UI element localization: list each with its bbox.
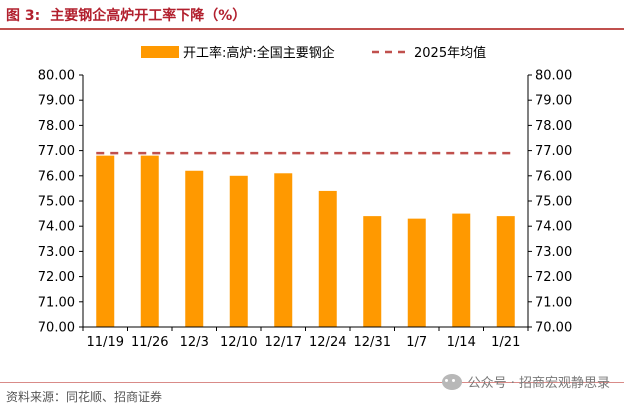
- x-tick-label: 12/10: [220, 335, 257, 350]
- figure-number: 图 3:: [6, 8, 41, 24]
- bar: [229, 175, 248, 327]
- right-tick-label: 76.00: [535, 169, 572, 184]
- right-tick-label: 72.00: [535, 270, 572, 285]
- figure-title: 图 3: 主要钢企高炉开工率下降（%）: [6, 5, 246, 25]
- left-tick-label: 73.00: [38, 245, 75, 260]
- right-tick-label: 77.00: [535, 144, 572, 159]
- x-tick-label: 11/26: [131, 335, 168, 350]
- source-note: 资料来源：同花顺、招商证券: [6, 390, 163, 404]
- bar: [140, 155, 159, 327]
- bar: [407, 218, 426, 327]
- x-tick-label: 1/21: [491, 335, 520, 350]
- legend-bar-swatch: [141, 46, 179, 58]
- x-tick-label: 1/14: [447, 335, 476, 350]
- left-tick-label: 70.00: [38, 321, 75, 336]
- bar: [496, 216, 515, 327]
- bar-chart: 开工率:高炉:全国主要钢企 2025年均值 70.00 71.00 72.00 73.0…: [38, 45, 572, 351]
- wechat-icon: [441, 373, 462, 390]
- right-tick-label: 78.00: [535, 119, 572, 134]
- x-tick-label: 12/31: [354, 335, 391, 350]
- right-tick-label: 79.00: [535, 94, 572, 109]
- watermark-text: 公众号 · 招商宏观静思录: [467, 376, 610, 391]
- left-tick-label: 79.00: [38, 94, 75, 109]
- x-tick-label: 11/19: [87, 335, 124, 350]
- left-tick-label: 75.00: [38, 195, 75, 210]
- x-tick-label: 12/3: [180, 335, 209, 350]
- left-tick-label: 71.00: [38, 295, 75, 310]
- watermark: 公众号 · 招商宏观静思录: [441, 372, 610, 391]
- figure-title-text: 主要钢企高炉开工率下降（%）: [50, 8, 247, 24]
- x-tick-label: 12/17: [265, 335, 302, 350]
- left-tick-label: 74.00: [38, 220, 75, 235]
- title-rule: [0, 28, 624, 30]
- bar: [452, 213, 471, 327]
- bar: [274, 173, 293, 327]
- bar: [96, 155, 115, 327]
- left-tick-label: 78.00: [38, 119, 75, 134]
- bars: [96, 155, 515, 327]
- left-tick-label: 80.00: [38, 69, 75, 84]
- legend-bar-label: 开工率:高炉:全国主要钢企: [183, 45, 335, 61]
- bar: [318, 190, 337, 327]
- left-tick-label: 77.00: [38, 144, 75, 159]
- x-tick-label: 1/7: [406, 335, 427, 350]
- bar: [363, 216, 382, 327]
- footer-rule: [0, 382, 624, 383]
- x-tick-label: 12/24: [309, 335, 346, 350]
- axes: 70.00 71.00 72.00 73.00 74.00 75.00 76.00 77.00…: [38, 69, 572, 351]
- left-tick-label: 76.00: [38, 169, 75, 184]
- right-tick-label: 73.00: [535, 245, 572, 260]
- legend: 开工率:高炉:全国主要钢企 2025年均值: [141, 45, 486, 61]
- right-tick-label: 75.00: [535, 195, 572, 210]
- right-tick-label: 70.00: [535, 321, 572, 336]
- right-tick-label: 71.00: [535, 295, 572, 310]
- right-tick-label: 80.00: [535, 69, 572, 84]
- legend-line-label: 2025年均值: [414, 45, 486, 61]
- right-tick-label: 74.00: [535, 220, 572, 235]
- left-tick-label: 72.00: [38, 270, 75, 285]
- bar: [185, 170, 204, 327]
